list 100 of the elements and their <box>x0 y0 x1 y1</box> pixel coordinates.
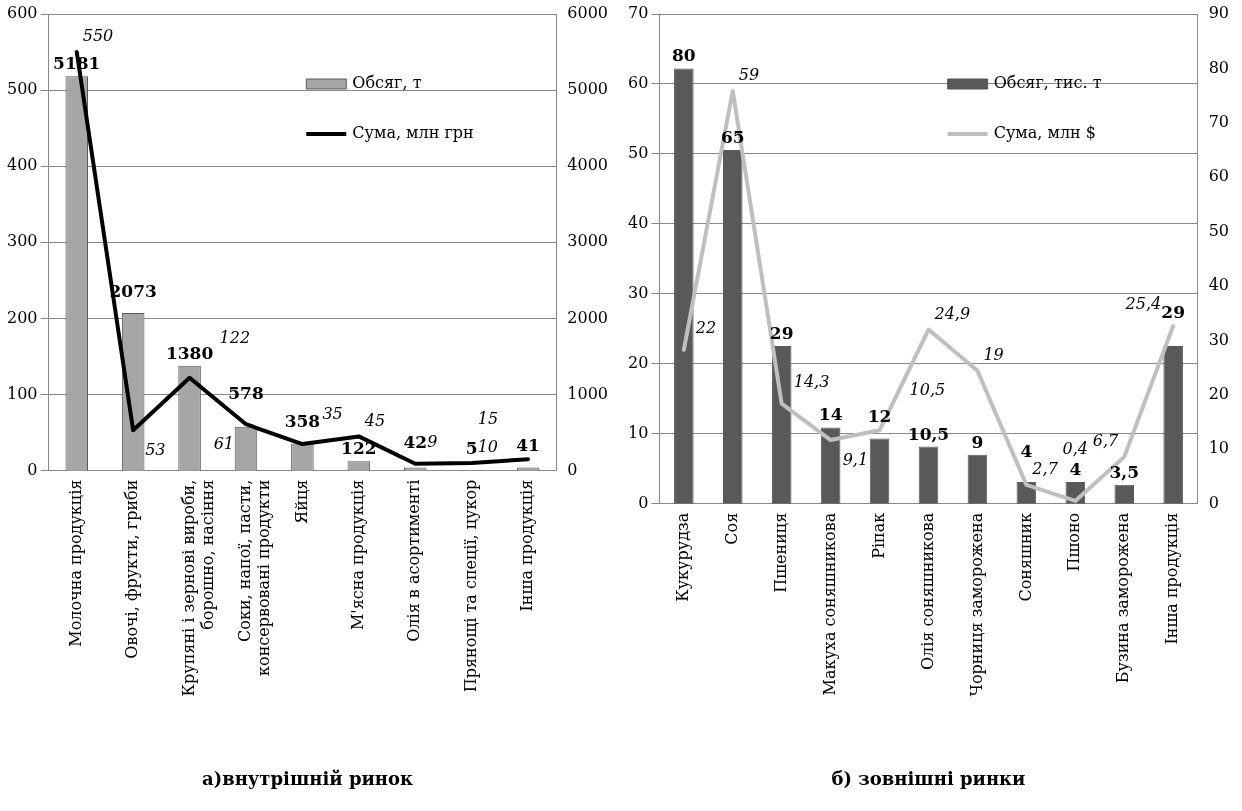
y-tick-label: 10 <box>628 422 649 442</box>
data-label: 19 <box>983 344 1004 364</box>
y2-tick-label: 70 <box>1208 111 1229 131</box>
data-label: 15 <box>477 409 499 429</box>
data-label: 0,4 <box>1062 439 1089 459</box>
x-tick-label: М'ясна продукція <box>347 479 367 631</box>
data-label: 9,1 <box>842 450 869 470</box>
bar <box>869 438 890 504</box>
y2-tick-label: 1000 <box>567 383 608 403</box>
y2-tick-label: 3000 <box>567 231 608 251</box>
y2-tick-label: 10 <box>1208 438 1229 458</box>
x-tick-label: Крупяні і зернові вироби, борошно, насіння <box>178 479 217 697</box>
data-label: 25,4 <box>1124 294 1162 314</box>
data-label: 61 <box>213 434 234 454</box>
data-label: 41 <box>516 435 540 456</box>
x-tick-label: Молочна продукція <box>65 479 85 647</box>
legend-label: Обсяг, т <box>352 73 422 93</box>
data-label: 14 <box>818 404 843 425</box>
y-tick-label: 100 <box>6 383 38 403</box>
x-tick-label: Пшоно <box>1064 512 1084 572</box>
data-label: 22 <box>694 317 717 337</box>
data-label: 59 <box>738 65 760 85</box>
x-tick-label: Соняшник <box>1015 512 1035 602</box>
x-tick-label: Прянощі та спеції, цукор <box>460 479 480 693</box>
y2-tick-label: 50 <box>1208 220 1229 240</box>
legend-label: Сума, млн $ <box>993 123 1096 143</box>
data-label: 9 <box>971 431 984 452</box>
data-label: 80 <box>672 45 696 66</box>
y-tick-label: 60 <box>628 73 649 93</box>
y2-tick-label: 80 <box>1208 57 1229 77</box>
data-label: 9 <box>427 431 438 451</box>
bar <box>722 150 743 504</box>
y2-tick-label: 5000 <box>567 79 608 99</box>
data-label: 14,3 <box>793 371 830 391</box>
y2-tick-label: 2000 <box>567 307 608 327</box>
y-tick-label: 50 <box>628 143 649 163</box>
data-label: 29 <box>769 322 794 343</box>
data-label: 2,7 <box>1031 459 1059 479</box>
x-tick-label: Олія соняшникова <box>917 512 937 671</box>
data-label: 1380 <box>165 342 214 363</box>
bar <box>674 68 694 504</box>
data-label: 550 <box>82 26 114 46</box>
data-label: 45 <box>363 410 386 430</box>
y2-tick-label: 40 <box>1208 275 1229 295</box>
y2-tick-label: 90 <box>1208 3 1229 23</box>
data-label: 10 <box>477 437 499 457</box>
data-label: 29 <box>1161 301 1186 322</box>
x-tick-label: Чорниця заморожена <box>966 512 986 697</box>
x-tick-label: Соя <box>721 512 741 545</box>
x-tick-label: Олія в асортименті <box>404 479 424 642</box>
data-label: 24,9 <box>933 303 971 323</box>
data-label: 6,7 <box>1092 431 1120 451</box>
legend-label: Сума, млн грн <box>352 123 474 143</box>
bar <box>967 454 988 504</box>
bar <box>1163 345 1183 504</box>
y2-tick-label: 0 <box>1208 492 1219 512</box>
x-tick-label: Яйця <box>291 479 311 524</box>
data-label: 65 <box>720 126 745 147</box>
x-tick-label: Бузина заморожена <box>1113 512 1133 684</box>
data-label: 35 <box>322 404 343 424</box>
y-tick-label: 40 <box>628 213 649 233</box>
y2-tick-label: 60 <box>1208 166 1229 186</box>
data-label: 12 <box>867 406 892 427</box>
x-tick-label: Кукурудза <box>672 512 692 602</box>
data-label: 578 <box>228 382 264 403</box>
y-tick-label: 0 <box>27 459 38 479</box>
x-tick-label: Пшениця <box>770 512 790 593</box>
y2-tick-label: 30 <box>1208 329 1229 349</box>
y-tick-label: 70 <box>628 3 649 23</box>
x-tick-label: Овочі, фрукти, гриби <box>122 479 142 659</box>
data-label: 10,5 <box>907 423 950 444</box>
y-tick-label: 200 <box>6 307 38 327</box>
y2-tick-label: 20 <box>1208 384 1229 404</box>
data-label: 4 <box>1020 440 1033 461</box>
data-label: 10,5 <box>909 380 946 400</box>
x-tick-label: Макуха соняшникова <box>819 512 839 696</box>
data-label: 4 <box>1069 458 1082 479</box>
y-tick-label: 20 <box>628 352 649 372</box>
legend-label: Обсяг, тис. т <box>993 73 1102 93</box>
data-label: 42 <box>403 432 428 453</box>
y2-tick-label: 4000 <box>567 155 608 175</box>
data-label: 53 <box>145 440 166 460</box>
y-tick-label: 300 <box>6 231 38 251</box>
y2-tick-label: 6000 <box>567 3 608 23</box>
data-label: 5 <box>465 438 478 459</box>
data-label: 358 <box>284 411 321 432</box>
text: б) зовнішні ринки <box>831 767 1026 789</box>
data-label: 122 <box>219 327 251 347</box>
y-tick-label: 0 <box>638 492 649 512</box>
text: а)внутрішній ринок <box>201 767 414 789</box>
x-tick-label: Ріпак <box>868 512 888 559</box>
bar <box>918 446 939 504</box>
y2-tick-label: 0 <box>567 459 578 479</box>
x-tick-label: Інша продукція <box>517 479 537 612</box>
data-label: 3,5 <box>1109 461 1140 482</box>
y-tick-label: 600 <box>6 3 38 23</box>
y-tick-label: 500 <box>6 79 38 99</box>
y-tick-label: 400 <box>6 155 38 175</box>
x-tick-label: Інша продукція <box>1162 512 1182 645</box>
y-tick-label: 30 <box>628 283 649 303</box>
